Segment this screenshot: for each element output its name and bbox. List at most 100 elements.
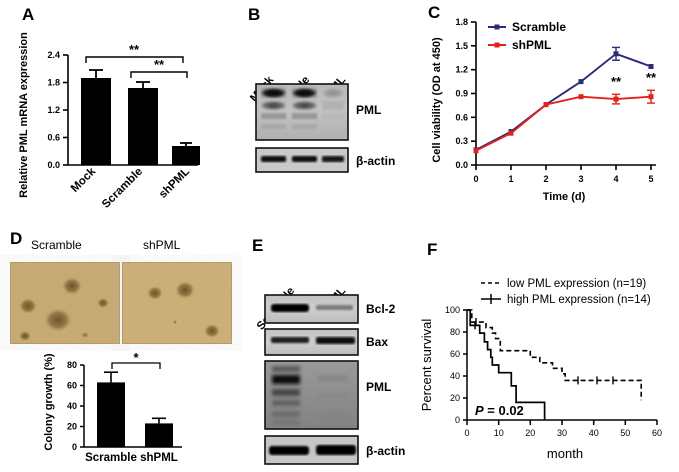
panel-a-ylabel: Relative PML mRNA expression: [18, 32, 30, 198]
panel-f-label: F: [427, 240, 438, 259]
panel-e-blot-bax: [264, 328, 359, 356]
panel-f-pvalue: P = 0.02: [475, 403, 524, 418]
panel-f-pvalue-p: P: [475, 403, 484, 418]
panel-b-label-pml: PML: [356, 103, 381, 117]
panel-e-blot-bactin: [264, 435, 359, 465]
panel-d-ylabel: Colony growth (%): [43, 353, 55, 450]
panel-c-xtick-2: 2: [543, 174, 548, 184]
panel-c-errors-shpml: [612, 89, 655, 105]
panel-d-ytick-4: 80: [67, 360, 77, 370]
panel-c-ytick-6: 1.8: [455, 17, 468, 27]
panel-a-ytick-3: 1.8: [47, 78, 60, 88]
panel-f-legend-high: high PML expression (n=14): [507, 294, 651, 306]
panel-d-xtick-shpml: shPML: [140, 452, 178, 464]
panel-f-yticks: 0 20 40 60 80 100: [445, 305, 467, 425]
panel-a-ytick-1: 0.6: [47, 133, 60, 143]
panel-a-xtick-mock: Mock: [69, 165, 99, 195]
panel-d-label: D: [10, 229, 23, 248]
panel-a-sig-bracket-1: [85, 56, 184, 63]
panel-f-ytick-3: 60: [450, 349, 460, 359]
panel-c-legend-scramble: Scramble: [512, 20, 566, 34]
panel-d-imglabel-scramble: Scramble: [31, 238, 82, 252]
panel-b-label-bactin: β-actin: [356, 154, 395, 168]
panel-f-legend-low: low PML expression (n=19): [507, 278, 646, 290]
panel-d-yticks: 0 20 40 60 80: [67, 360, 84, 452]
panel-a: A Relative PML mRNA expression 0.0 0.6 1…: [0, 0, 230, 220]
panel-d-bar-scramble: [97, 382, 125, 447]
panel-e-label-pml: PML: [366, 380, 391, 394]
panel-c-label: C: [428, 3, 441, 22]
panel-a-label: A: [22, 5, 35, 24]
panel-d-sig-bracket: [111, 362, 161, 369]
panel-a-sig-bracket-2: [130, 71, 188, 78]
panel-c-xlabel: Time (d): [543, 191, 586, 203]
panel-e-label-bcl2: Bcl-2: [366, 302, 396, 316]
panel-a-yticks: 0.0 0.6 1.2 1.8 2.4: [47, 50, 68, 170]
panel-d-ytick-3: 60: [67, 381, 77, 391]
panel-e-label-bax: Bax: [366, 335, 388, 349]
panel-c-ytick-0: 0.0: [455, 160, 468, 170]
panel-f-ytick-1: 20: [450, 393, 460, 403]
panel-a-ytick-4: 2.4: [47, 50, 60, 60]
panel-c-series-shpml: [475, 95, 652, 152]
panel-f-pvalue-num: = 0.02: [484, 403, 524, 418]
panel-a-errorbars: [89, 69, 192, 146]
panel-c-xtick-0: 0: [473, 174, 478, 184]
panel-c-legend: Scramble shPML: [488, 20, 566, 52]
panel-c-xtick-5: 5: [648, 174, 653, 184]
panel-c-ytick-5: 1.5: [455, 41, 468, 51]
panel-a-xtick-scramble: Scramble: [100, 166, 145, 211]
panel-a-sig-1: **: [129, 42, 140, 57]
panel-f: F low PML expression (n=19) high PML exp…: [415, 225, 679, 469]
panel-f-chart: low PML expression (n=19) high PML expre…: [419, 278, 662, 461]
panel-a-ytick-2: 1.2: [47, 105, 60, 115]
panel-f-series-low: [467, 309, 642, 401]
panel-b-blot-bactin: [255, 147, 349, 173]
panel-c-ylabel: Cell viability (OD at 450): [431, 37, 443, 163]
panel-f-xtick-6: 60: [652, 428, 662, 438]
panel-b-label: B: [248, 5, 261, 24]
panel-c-xtick-4: 4: [613, 174, 618, 184]
panel-c-errors-scramble: [612, 46, 652, 69]
panel-e-label-bactin: β-actin: [366, 444, 405, 458]
panel-d-imglabel-shpml: shPML: [143, 238, 181, 252]
panel-f-ytick-2: 40: [450, 371, 460, 381]
panel-b: B Mock Scramble shPML: [230, 0, 430, 220]
panel-e-label: E: [252, 236, 264, 255]
panel-c-xtick-1: 1: [508, 174, 513, 184]
panel-a-bar-scramble: [128, 88, 158, 165]
panel-c-xtick-3: 3: [578, 174, 583, 184]
panel-c-series-scramble: [475, 52, 652, 151]
panel-f-xlabel: month: [547, 446, 583, 461]
panel-d-ytick-2: 40: [67, 401, 77, 411]
panel-a-bars: [81, 78, 200, 165]
panel-f-censor-marks-low: [475, 318, 614, 385]
panel-d-colony-image-shpml: [122, 262, 232, 344]
panel-a-bar-shpml: [172, 146, 200, 165]
panel-f-xtick-4: 40: [589, 428, 599, 438]
panel-e-blot-pml: [264, 360, 359, 430]
panel-c-sig-day5: **: [646, 70, 657, 85]
panel-c: C Cell viability (OD at 450) 0.0 0.3 0.6…: [424, 0, 679, 220]
panel-c-ytick-3: 0.9: [455, 89, 468, 99]
panel-d-bar-shpml: [145, 423, 173, 447]
panel-f-ytick-0: 0: [455, 415, 460, 425]
panel-a-ytick-0: 0.0: [47, 160, 60, 170]
panel-b-blot-pml: [255, 83, 349, 141]
panel-f-series-high: [467, 309, 546, 420]
panel-d-sig: *: [133, 350, 139, 365]
panel-f-xtick-1: 10: [494, 428, 504, 438]
panel-d-chart: Colony growth (%) 0 20 40 60 80 * Scramb…: [43, 350, 182, 464]
panel-c-ytick-2: 0.6: [455, 112, 468, 122]
panel-c-xticks: 0 1 2 3 4 5: [473, 165, 654, 184]
panel-c-points-shpml: [473, 94, 654, 154]
panel-b-blot: Mock Scramble shPML PML: [248, 74, 395, 173]
panel-e-blot: Scramble shPML Bcl-2 Bax: [255, 285, 405, 465]
panel-e: E Scramble shPML Bcl-2: [240, 225, 415, 469]
panel-a-xtick-shpml: shPML: [157, 166, 192, 201]
panel-d-colony-image-scramble: [10, 262, 120, 344]
panel-c-ytick-1: 0.3: [455, 136, 468, 146]
panel-c-sig-day4: **: [611, 74, 622, 89]
panel-d-errorbars: [104, 371, 166, 424]
panel-f-xtick-3: 30: [557, 428, 567, 438]
